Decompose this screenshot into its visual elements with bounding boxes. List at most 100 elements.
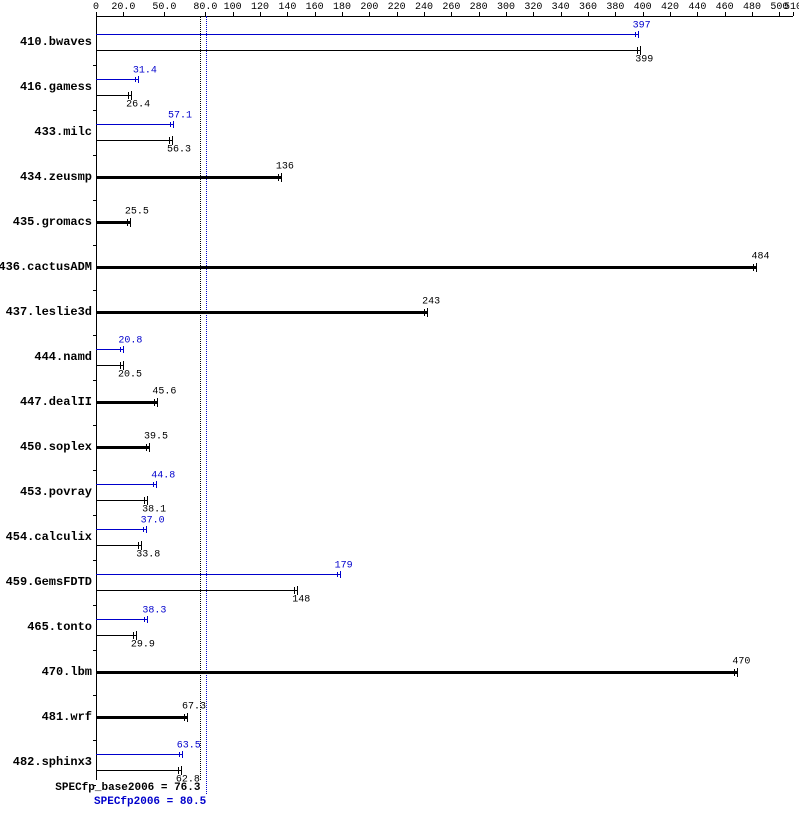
peak-bar-endtick <box>156 481 157 488</box>
base-bar-endtick <box>281 173 282 182</box>
peak-bar-endtick <box>340 571 341 578</box>
base-value-label: 148 <box>292 595 310 606</box>
base-bar-endtick <box>756 263 757 272</box>
peak-bar-endtick <box>153 482 154 487</box>
peak-bar <box>96 79 139 80</box>
base-bar-endtick <box>753 264 754 271</box>
base-value-label: 56.3 <box>167 145 191 156</box>
base-bar <box>96 95 132 96</box>
base-bar-endtick <box>133 632 134 639</box>
summary-base-label: SPECfp_base2006 = 76.3 <box>55 782 200 794</box>
peak-bar <box>96 124 174 125</box>
row-tick <box>93 245 96 246</box>
peak-bar-endtick <box>146 526 147 533</box>
peak-bar-endtick <box>179 752 180 757</box>
benchmark-label: 437.leslie3d <box>6 305 92 319</box>
base-value-label: 484 <box>751 252 769 263</box>
benchmark-label: 436.cactusADM <box>0 260 92 274</box>
base-bar <box>96 266 757 269</box>
row-tick <box>93 605 96 606</box>
base-bar-endtick <box>637 47 638 54</box>
spec-benchmark-chart: 020.050.080.0100120140160180200220240260… <box>0 0 799 831</box>
axis-tick-label: 20.0 <box>111 2 135 13</box>
row-tick <box>93 650 96 651</box>
row-tick <box>93 110 96 111</box>
row-tick <box>93 515 96 516</box>
peak-value-label: 397 <box>633 21 651 32</box>
benchmark-label: 435.gromacs <box>13 215 92 229</box>
peak-bar <box>96 754 183 755</box>
base-bar <box>96 221 131 224</box>
peak-bar <box>96 574 341 575</box>
axis-tick-label: 100 <box>224 2 242 13</box>
axis-tick-label: 380 <box>606 2 624 13</box>
base-bar-endtick <box>120 362 121 369</box>
base-bar-endtick <box>154 399 155 406</box>
axis-tick-label: 260 <box>442 2 460 13</box>
base-bar-endtick <box>184 714 185 721</box>
row-tick <box>93 200 96 201</box>
base-bar-endtick <box>146 444 147 451</box>
row-tick <box>93 65 96 66</box>
peak-bar-endtick <box>182 751 183 758</box>
axis-tick-label: 160 <box>306 2 324 13</box>
row-tick <box>93 560 96 561</box>
benchmark-label: 450.soplex <box>20 440 92 454</box>
peak-bar-endtick <box>123 346 124 353</box>
benchmark-label: 410.bwaves <box>20 35 92 49</box>
peak-value-label: 63.5 <box>177 741 201 752</box>
peak-bar-endtick <box>337 572 338 577</box>
row-tick <box>93 380 96 381</box>
base-value-label: 38.1 <box>142 505 166 516</box>
axis-tick-label: 440 <box>688 2 706 13</box>
peak-value-label: 44.8 <box>151 471 175 482</box>
peak-value-label: 31.4 <box>133 66 157 77</box>
axis-tick-label: 0 <box>93 2 99 13</box>
axis-tick-label: 340 <box>552 2 570 13</box>
reference-line-peak <box>206 16 207 794</box>
axis-tick-label: 460 <box>716 2 734 13</box>
base-bar <box>96 716 188 719</box>
row-tick <box>93 470 96 471</box>
axis-tick-label: 140 <box>278 2 296 13</box>
base-bar <box>96 590 298 591</box>
axis-tick-label: 400 <box>634 2 652 13</box>
base-bar <box>96 545 142 546</box>
benchmark-label: 434.zeusmp <box>20 170 92 184</box>
benchmark-label: 447.dealII <box>20 395 92 409</box>
peak-bar <box>96 34 639 35</box>
peak-bar-endtick <box>144 617 145 622</box>
row-tick <box>93 335 96 336</box>
row-tick <box>93 290 96 291</box>
axis-tick-label: 510 <box>784 2 799 13</box>
base-bar <box>96 635 137 636</box>
axis-tick-label: 480 <box>743 2 761 13</box>
base-bar <box>96 770 182 771</box>
row-tick <box>93 425 96 426</box>
base-value-label: 45.6 <box>152 387 176 398</box>
base-bar-endtick <box>130 218 131 227</box>
summary-peak-label: SPECfp2006 = 80.5 <box>94 796 206 808</box>
axis-tick-label: 320 <box>524 2 542 13</box>
peak-bar-endtick <box>143 527 144 532</box>
peak-bar-endtick <box>635 32 636 37</box>
reference-line-base <box>200 16 201 780</box>
peak-bar-endtick <box>135 77 136 82</box>
axis-tick-label: 280 <box>470 2 488 13</box>
axis-tick-label: 80.0 <box>193 2 217 13</box>
benchmark-label: 454.calculix <box>6 530 92 544</box>
peak-value-label: 179 <box>335 561 353 572</box>
base-value-label: 243 <box>422 297 440 308</box>
base-bar <box>96 671 738 674</box>
base-bar-endtick <box>149 443 150 452</box>
benchmark-label: 453.povray <box>20 485 92 499</box>
base-value-label: 67.3 <box>182 702 206 713</box>
peak-value-label: 37.0 <box>141 516 165 527</box>
base-value-label: 33.8 <box>136 550 160 561</box>
base-bar-endtick <box>737 668 738 677</box>
axis-tick-label: 200 <box>360 2 378 13</box>
row-tick <box>93 740 96 741</box>
peak-bar <box>96 529 147 530</box>
peak-bar-endtick <box>147 616 148 623</box>
base-bar-endtick <box>424 309 425 316</box>
